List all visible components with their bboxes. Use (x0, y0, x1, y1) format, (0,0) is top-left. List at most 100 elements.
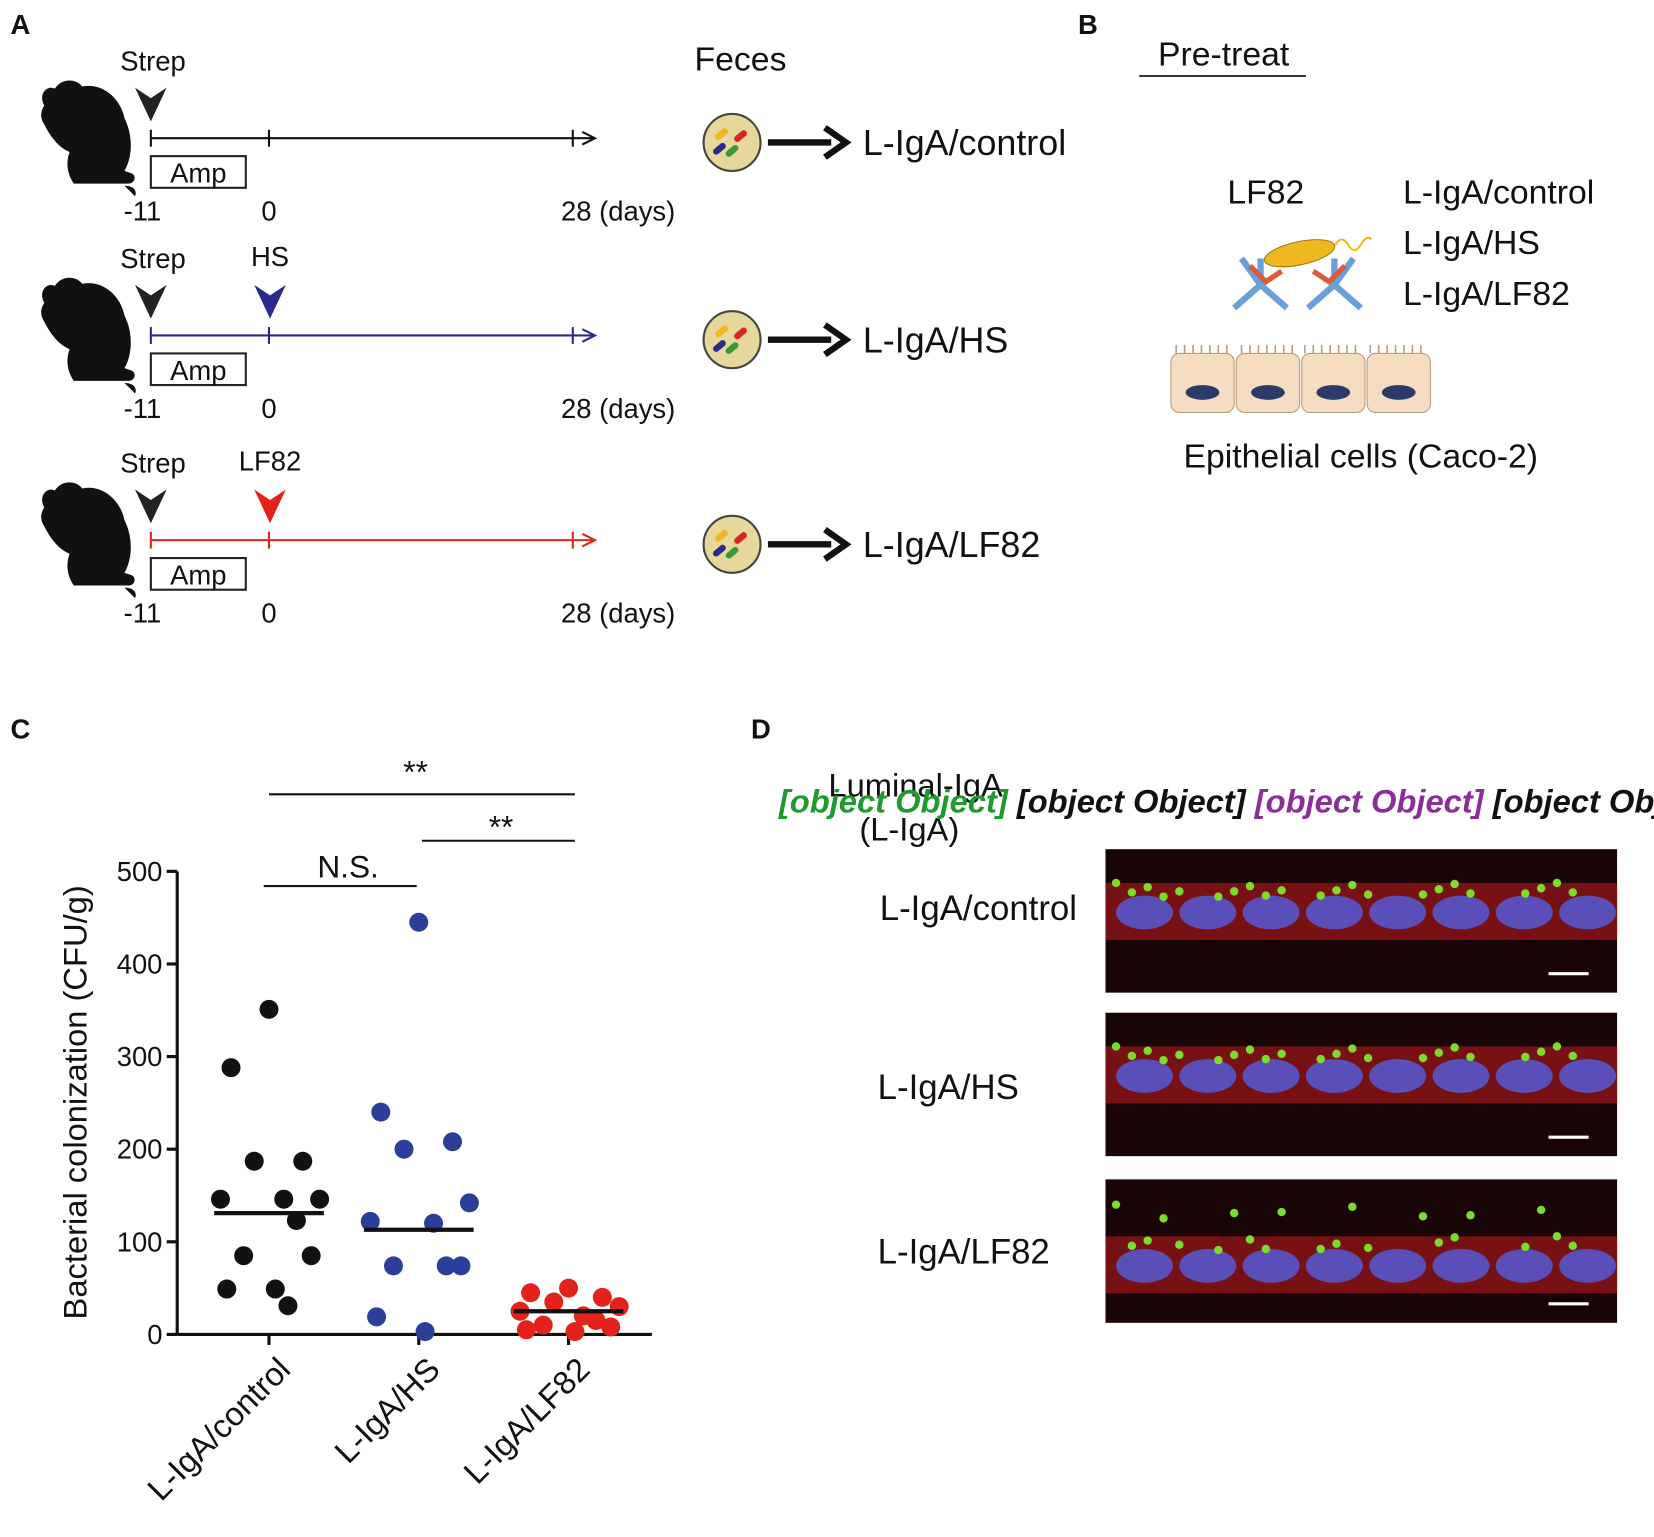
panel-letter: B (1078, 9, 1098, 40)
strep-label: Strep (120, 46, 186, 77)
treatment-label: L-IgA/control (1403, 174, 1594, 212)
nucleus (1116, 895, 1173, 930)
arrowhead (135, 489, 167, 524)
row-label: L-IgA/LF82 (878, 1233, 1050, 1272)
bacteria-signal (1466, 1211, 1475, 1220)
arrowhead (254, 284, 286, 319)
significance-label: ** (403, 754, 428, 790)
bacteria-signal (1466, 1052, 1475, 1062)
data-point (210, 1189, 230, 1209)
nucleus (1242, 1248, 1300, 1283)
data-point (383, 1256, 403, 1276)
day-label: 28 (days) (561, 597, 675, 628)
row-label: L-IgA/HS (878, 1068, 1019, 1107)
bacteria-signal (1536, 1205, 1546, 1215)
bacteria-signal (1466, 889, 1475, 898)
bacteria-signal (1127, 1051, 1137, 1061)
data-point (259, 999, 279, 1019)
nucleus (1432, 895, 1490, 930)
feces-title: Feces (695, 41, 787, 79)
nucleus (1369, 895, 1427, 930)
nucleus (1179, 895, 1237, 930)
treatment-label: LF82 (239, 446, 301, 477)
heading-line: Luminal-IgA (828, 766, 1003, 803)
data-point (360, 1211, 380, 1231)
data-point (278, 1296, 298, 1316)
y-tick-label: 400 (117, 948, 163, 979)
data-point (265, 1279, 285, 1299)
y-tick-label: 0 (147, 1319, 162, 1350)
data-point (274, 1189, 294, 1209)
stain-name: [object Object] (1254, 782, 1485, 819)
bacteria-signal (1175, 1240, 1184, 1249)
data-point (244, 1151, 264, 1171)
stain-name: [object Object] (1492, 782, 1654, 819)
nucleus (1369, 1248, 1427, 1283)
nucleus (1559, 1248, 1617, 1283)
data-point (367, 1307, 387, 1327)
data-point (533, 1315, 553, 1335)
bacteria-signal (1332, 886, 1341, 895)
timeline-arrow (581, 130, 598, 146)
day-label: 28 (days) (561, 393, 675, 424)
bacteria-signal (1552, 878, 1562, 888)
bacteria-signal (1450, 1233, 1459, 1242)
bacterium-icon (725, 546, 739, 559)
data-point (592, 1287, 612, 1307)
data-point (459, 1193, 479, 1213)
result-arrowhead (823, 322, 852, 358)
bacteria-signal (1214, 892, 1223, 901)
data-point (409, 912, 429, 932)
bacterium-icon (713, 142, 726, 155)
nucleus (1432, 1248, 1490, 1283)
bacteria-signal (1143, 1046, 1152, 1055)
amp-box (149, 155, 247, 189)
data-point (234, 1246, 254, 1266)
nucleus (1559, 895, 1617, 930)
bacteria-signal (1521, 1242, 1530, 1252)
strep-label: Strep (120, 243, 186, 274)
bacteria-signal (1521, 1052, 1530, 1062)
result-label: L-IgA/control (863, 123, 1066, 163)
day-label: -11 (124, 196, 162, 227)
epithelial-cells (1170, 344, 1431, 414)
mouse-icon (41, 277, 136, 394)
bacteria-signal (1568, 1051, 1577, 1061)
bacteria-signal (1521, 889, 1530, 898)
bacteria-signal (1348, 1044, 1357, 1053)
bacterium-icon (713, 544, 726, 557)
y-tick-label: 200 (117, 1134, 163, 1165)
pretreat-title: Pre-treat (1158, 35, 1290, 73)
bacteria-signal (1159, 1214, 1168, 1223)
nucleus (1369, 1059, 1427, 1093)
nucleus (1179, 1248, 1237, 1283)
bacteria-signal (1245, 881, 1255, 891)
amp-label: Amp (170, 559, 226, 590)
panel-letter: A (11, 9, 31, 40)
amp-box (149, 557, 247, 591)
bacteria-signal (1214, 1245, 1223, 1255)
data-point (586, 1311, 606, 1331)
bacteria-signal (1434, 1238, 1444, 1247)
bacteria-signal (1418, 890, 1428, 899)
row-label: L-IgA/control (880, 889, 1077, 928)
day-label: -11 (124, 597, 162, 628)
bacteria-signal (1111, 878, 1121, 888)
bacteria-signal (1175, 1050, 1184, 1060)
x-tick-label: L-IgA/control (140, 1350, 297, 1507)
day-label: 0 (261, 196, 276, 227)
data-point (415, 1322, 435, 1342)
arrowhead (135, 87, 167, 122)
y-tick-label: 500 (117, 856, 163, 887)
bacteria-signal (1568, 1241, 1577, 1251)
bacterium-icon (725, 342, 739, 355)
data-point (559, 1278, 579, 1298)
stain-legend: [object Object] [object Object] [object … (778, 782, 1654, 819)
data-point (565, 1322, 585, 1342)
bacteria-signal (1418, 1053, 1428, 1063)
bacteria-signal (1363, 1243, 1373, 1253)
nucleus (1495, 895, 1553, 930)
arrowhead (254, 489, 286, 524)
bacteria-signal (1434, 885, 1444, 894)
nucleus (1179, 1059, 1237, 1093)
